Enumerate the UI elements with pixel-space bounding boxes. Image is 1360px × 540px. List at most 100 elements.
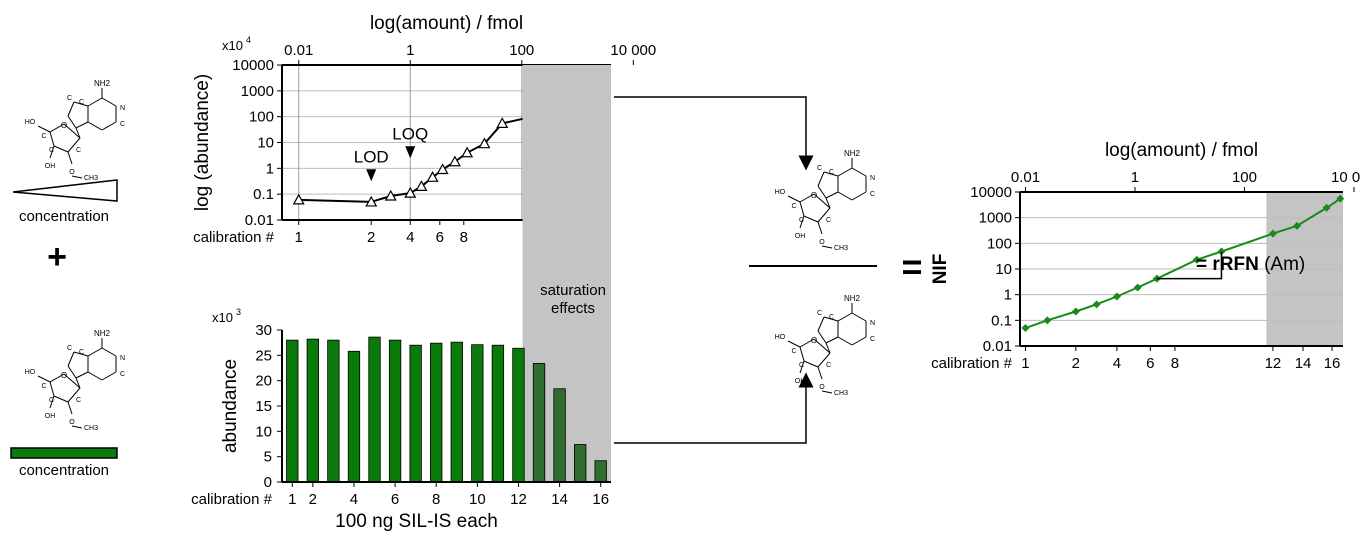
bond [837,336,853,346]
top-tick-label: 10 000 [610,42,656,59]
bond [825,191,839,199]
bond [49,373,65,383]
y-tick-label: 1 [266,160,274,177]
bond [817,366,823,380]
annotation-arrow [405,146,416,159]
data-point [1092,300,1101,309]
atom-label: C [791,348,796,355]
calibration-tick-label: 6 [436,229,444,246]
atom-label: N [870,320,875,327]
atom-label: C [67,95,72,102]
bond [37,375,51,383]
axis-multiplier: x10 [212,310,233,325]
bond [67,401,73,415]
annotation-arrow [366,169,377,182]
calibration-tick-label: 1 [1021,355,1029,372]
bond [821,245,833,249]
atom-label: NH2 [94,329,111,338]
bond [799,346,805,362]
calibration-tick-label: 2 [1072,355,1080,372]
atom-label: OH [795,233,806,240]
bond [67,151,73,165]
bond [837,191,853,201]
bond [803,215,819,223]
atom-label: CH3 [834,245,848,252]
bond [49,381,55,397]
top-tick-label: 1 [1131,169,1139,186]
calibration-tick-label: 8 [1171,355,1179,372]
bond [851,191,867,201]
atom-label: C [41,133,46,140]
atom-label: CH3 [84,425,98,432]
axis-multiplier-exponent: 4 [246,35,251,45]
bar-1 [286,339,299,483]
data-point [448,155,461,167]
bond [101,97,117,107]
y-tick-label: 1 [1004,287,1012,304]
bond [799,201,805,217]
top-tick-label: 0.01 [1011,169,1040,186]
bond [799,215,805,229]
bond [101,371,117,381]
atom-label: C [817,165,822,172]
bar-15 [573,444,587,483]
top-axis-label: log(amount) / fmol [370,13,523,34]
top-tick-label: 100 [1232,169,1257,186]
plus-sign: + [47,238,67,276]
data-point [415,180,428,191]
bond [817,316,825,332]
equals-sign: = [901,246,922,287]
atom-label: C [817,310,822,317]
y-axis-label: NIF [930,254,951,285]
labeled-concentration-bar [10,447,118,459]
bond [67,101,75,117]
bond [851,167,867,177]
atom-label: O [61,121,67,130]
data-point [1021,324,1030,333]
atom-label: C [829,314,834,321]
bond [787,195,801,203]
atom-label: C [79,349,84,356]
x-tick-label: 16 [592,491,609,508]
data-point [365,195,378,207]
data-point [436,163,449,175]
y-tick-label: 25 [255,347,272,364]
atom-label: CH3 [834,390,848,397]
bond [813,338,831,354]
bond [817,221,823,235]
x-tick-label: 2 [309,491,317,508]
y-tick-label: 1000 [241,83,274,100]
bar-12 [512,347,525,483]
bond [825,342,831,354]
y-tick-label: 10000 [232,57,274,74]
bond [823,171,839,177]
atom-label: C [870,191,875,198]
y-tick-label: 5 [264,449,272,466]
bar-8 [430,342,443,483]
y-tick-label: 10 [257,135,274,152]
unlabeled-concentration-wedge [12,179,118,202]
bond [73,101,89,107]
x-tick-label: 1 [288,491,296,508]
atom-label: HO [25,369,36,376]
bond [67,387,81,403]
atom-label: N [120,355,125,362]
y-tick-label: 15 [255,398,272,415]
bond [817,185,827,199]
y-tick-label: 10 [995,261,1012,278]
atom-label: N [120,105,125,112]
bond [87,347,103,357]
atom-label: OH [45,163,56,170]
bond [87,97,103,107]
atom-label: C [76,147,81,154]
atom-label: O [69,419,75,426]
atom-label: C [120,121,125,128]
calibration-tick-label: 16 [1324,355,1341,372]
top-tick-label: 0.01 [284,42,313,59]
atom-label: O [811,191,817,200]
